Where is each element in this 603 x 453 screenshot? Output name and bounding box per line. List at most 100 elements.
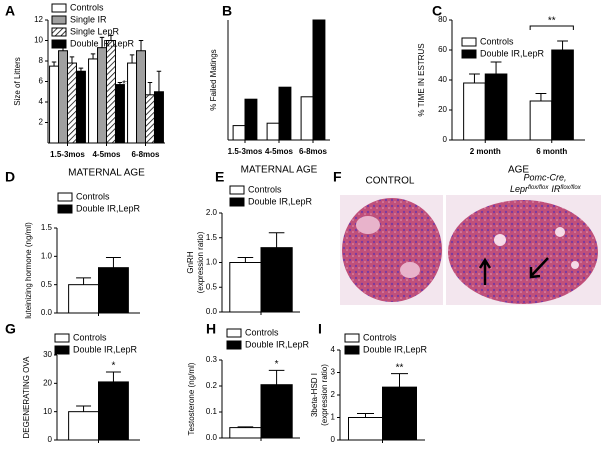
bar xyxy=(68,411,100,441)
bar xyxy=(145,94,155,144)
bar xyxy=(260,384,293,439)
bar xyxy=(114,84,125,144)
y-tick-label: 2 xyxy=(331,390,336,399)
legend-swatch xyxy=(229,185,245,195)
error-bar xyxy=(78,67,84,72)
error-bar xyxy=(138,40,144,51)
arrow xyxy=(529,257,549,279)
legend-swatch xyxy=(51,3,67,13)
y-tick-label: 80 xyxy=(438,15,447,24)
bar xyxy=(97,47,107,144)
error-bar xyxy=(105,371,121,382)
y-tick-label: 1.5 xyxy=(41,223,53,232)
y-axis-label: Size of Litters xyxy=(13,57,22,105)
y-tick-label: 2 xyxy=(39,118,44,127)
error-bar xyxy=(76,405,92,412)
chart: A 2 4 6 8 10 12 Size of Litters MATERNAL AGE 1.5-… xyxy=(5,2,165,179)
y-tick-label: 40 xyxy=(438,75,447,84)
chart: D 0.0 0.5 1.0 1.5 luteinizing hormone (ng/ml)… xyxy=(5,169,141,319)
superscript: flox/flox xyxy=(560,185,581,191)
x-tick-label: 6 month xyxy=(536,147,567,156)
bar xyxy=(49,65,60,144)
bar xyxy=(58,50,68,144)
image-title: Pomc-Cre, xyxy=(523,172,566,182)
legend-label: Double IR,LepR xyxy=(70,38,135,48)
bar xyxy=(382,386,417,441)
error-bar xyxy=(51,61,57,67)
y-tick-label: 0.5 xyxy=(41,280,53,289)
y-tick-label: 0.0 xyxy=(206,307,218,316)
error-bar xyxy=(557,40,568,50)
x-tick-label: 6-8mos xyxy=(299,147,328,156)
bar xyxy=(463,82,486,141)
significance: * xyxy=(275,359,279,370)
legend-swatch xyxy=(344,345,360,355)
legend-label: Single IR xyxy=(70,14,107,24)
x-axis-label: MATERNAL AGE xyxy=(68,168,145,179)
y-tick-label: 0.3 xyxy=(206,355,218,364)
y-tick-label: 1.0 xyxy=(41,251,53,260)
error-bar xyxy=(129,54,135,64)
legend-label: Double IR,LepR xyxy=(76,203,141,213)
error-bar xyxy=(69,56,75,64)
follicle xyxy=(400,262,420,278)
x-tick-label: 2 month xyxy=(470,147,501,156)
x-tick-label: 6-8mos xyxy=(131,150,160,159)
bar xyxy=(529,100,553,141)
y-tick-label: 0.1 xyxy=(206,407,218,416)
bar xyxy=(266,122,280,141)
image-title: CONTROL xyxy=(366,176,415,187)
error-bar xyxy=(117,82,123,85)
panel-letter: H xyxy=(206,321,216,337)
y-tick-label: 4 xyxy=(331,345,336,354)
image-title: Leprflox/flox IRflox/flox xyxy=(510,184,582,194)
y-tick-label: 6 xyxy=(39,77,44,86)
y-tick-label: 0.0 xyxy=(206,433,218,442)
bar xyxy=(312,19,326,141)
chart: E 0.0 0.5 1.0 1.5 2.0 GnRH (expression ratio) Co… xyxy=(186,169,312,316)
legend-label: Controls xyxy=(76,191,110,201)
legend-swatch xyxy=(54,345,70,355)
y-tick-label: 2.0 xyxy=(206,208,218,217)
legend-label: Controls xyxy=(245,327,279,337)
y-tick-label: 0.2 xyxy=(206,381,218,390)
x-tick-label: 4-5mos xyxy=(265,147,294,156)
bar xyxy=(88,58,99,144)
image-panel: F CONTROL Pomc-Cre, Leprflox/flox IRflox/… xyxy=(333,169,601,305)
chart: C 0 20 40 60 80 % TIME IN ESTRUS AGE 2 month 6 mo… xyxy=(417,3,585,176)
legend-label: Controls xyxy=(73,332,107,342)
significance: * xyxy=(111,361,115,372)
legend-swatch xyxy=(344,333,360,343)
chart: I 0 1 2 3 4 3beta-HSD I (expression ratio) ** Con… xyxy=(310,321,427,444)
bar xyxy=(260,247,293,313)
y-tick-label: 0.0 xyxy=(41,308,53,317)
legend-label: Double IR,LepR xyxy=(480,48,545,58)
panel-letter: B xyxy=(222,3,232,19)
y-axis-label: % Failed Matings xyxy=(209,49,218,110)
error-bar xyxy=(99,36,105,48)
y-tick-label: 20 xyxy=(43,378,52,387)
panel-letter: I xyxy=(318,321,322,337)
y-axis-label: 3beta-HSD I xyxy=(310,373,319,417)
legend-label: Double IR,LepR xyxy=(73,344,138,354)
legend-swatch xyxy=(57,192,73,202)
bar xyxy=(229,262,262,313)
y-axis-label: DEGENERATING OVA xyxy=(22,356,31,439)
bar xyxy=(278,86,292,141)
ovary xyxy=(448,200,598,304)
legend-swatch xyxy=(229,197,245,207)
legend-swatch xyxy=(51,27,67,37)
bar xyxy=(98,267,129,314)
legend-swatch xyxy=(54,333,70,343)
y-axis-label: (expression ratio) xyxy=(320,364,329,426)
y-tick-label: 20 xyxy=(438,105,447,114)
legend-swatch xyxy=(51,39,67,49)
follicle xyxy=(571,261,579,269)
arrow xyxy=(478,257,492,285)
panel-letter: C xyxy=(432,3,442,19)
gene: IR xyxy=(551,184,561,194)
y-axis-label: luteinizing hormone (ng/ml) xyxy=(24,222,33,319)
bar xyxy=(484,73,508,141)
legend-label: Controls xyxy=(248,184,282,194)
gene: Lepr xyxy=(510,184,529,194)
